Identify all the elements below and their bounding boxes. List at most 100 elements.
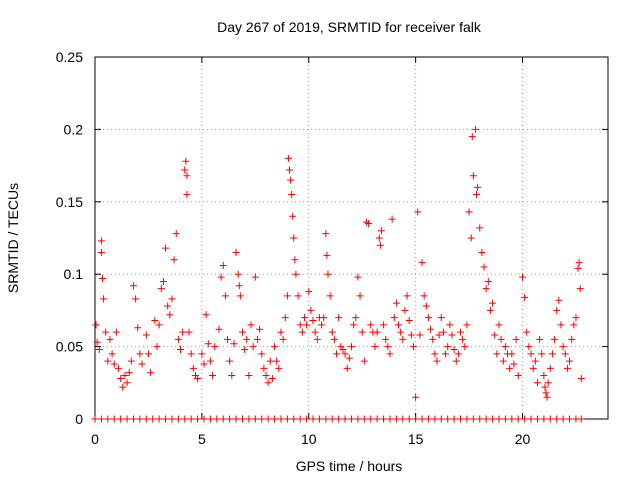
- data-point: [258, 415, 266, 423]
- data-point: [134, 324, 142, 332]
- data-point: [123, 415, 131, 423]
- data-point: [563, 364, 571, 372]
- data-point: [392, 415, 400, 423]
- data-point: [424, 314, 432, 322]
- data-point: [251, 273, 259, 281]
- data-point: [204, 340, 212, 348]
- data-point: [469, 172, 477, 180]
- data-point: [388, 215, 396, 223]
- data-point: [174, 335, 182, 343]
- data-point: [519, 273, 526, 281]
- data-point: [170, 256, 178, 264]
- data-point: [243, 335, 251, 343]
- data-point: [570, 321, 578, 329]
- data-point: [375, 234, 383, 242]
- data-point: [318, 321, 326, 329]
- data-point: [328, 415, 336, 423]
- data-point: [294, 292, 302, 300]
- data-point: [159, 277, 167, 285]
- data-point: [566, 357, 574, 365]
- y-axis-label: SRMTID / TECUs: [5, 183, 21, 293]
- data-point: [287, 176, 295, 184]
- data-point: [542, 389, 550, 397]
- data-point: [345, 354, 353, 362]
- data-point: [510, 360, 518, 368]
- data-point: [401, 306, 409, 314]
- data-point: [305, 288, 313, 296]
- data-point: [187, 415, 195, 423]
- data-point: [482, 415, 490, 423]
- data-point: [183, 172, 191, 180]
- data-point: [106, 335, 114, 343]
- data-point: [309, 415, 317, 423]
- data-point: [486, 306, 494, 314]
- axis-ticks: 0 0.05 0.1 0.15 0.2 0.25 0 5 10 15 20: [56, 49, 608, 447]
- data-point: [433, 357, 441, 365]
- data-point: [217, 273, 225, 281]
- data-point: [557, 321, 565, 329]
- data-point: [459, 335, 467, 343]
- data-point: [512, 335, 520, 343]
- data-point: [104, 357, 112, 365]
- data-point: [149, 415, 157, 423]
- data-point: [540, 415, 548, 423]
- data-point: [151, 317, 159, 325]
- data-point: [501, 415, 509, 423]
- data-point: [115, 364, 123, 372]
- data-point: [224, 335, 232, 343]
- data-point: [577, 374, 585, 382]
- data-point: [546, 415, 554, 423]
- data-point: [104, 415, 112, 423]
- data-point: [358, 328, 366, 336]
- data-point: [309, 317, 317, 325]
- data-point: [356, 292, 364, 300]
- data-point: [323, 251, 331, 259]
- data-point: [211, 343, 219, 351]
- data-point: [480, 263, 488, 271]
- data-point: [202, 311, 210, 319]
- data-point: [268, 374, 276, 382]
- data-point: [320, 314, 328, 322]
- data-point: [373, 415, 381, 423]
- data-point: [264, 379, 272, 387]
- data-point: [437, 314, 445, 322]
- data-point: [283, 415, 291, 423]
- data-point: [463, 321, 471, 329]
- data-point: [495, 321, 503, 329]
- x-tick-label: 15: [408, 431, 424, 447]
- y-tick-label: 0.2: [64, 121, 84, 137]
- data-point: [238, 328, 246, 336]
- data-point: [221, 292, 229, 300]
- data-point: [559, 415, 567, 423]
- data-point: [185, 328, 193, 336]
- data-point: [241, 345, 249, 353]
- x-tick-label: 0: [91, 431, 99, 447]
- x-tick-label: 10: [301, 431, 317, 447]
- data-point: [468, 133, 476, 141]
- data-point: [377, 227, 385, 235]
- data-point: [232, 415, 240, 423]
- data-point: [489, 299, 497, 307]
- data-point: [354, 415, 362, 423]
- data-point: [476, 224, 484, 232]
- data-point: [473, 191, 481, 199]
- x-tick-label: 5: [198, 431, 206, 447]
- data-point: [399, 415, 407, 423]
- data-point: [182, 157, 190, 165]
- data-point: [322, 230, 330, 238]
- data-point: [559, 343, 567, 351]
- data-point: [508, 415, 516, 423]
- data-point: [200, 360, 208, 368]
- data-point: [376, 241, 384, 249]
- data-point: [247, 321, 255, 329]
- data-point: [119, 383, 127, 391]
- data-point: [418, 415, 426, 423]
- data-point: [194, 415, 202, 423]
- data-point: [431, 350, 439, 358]
- data-point: [177, 345, 184, 353]
- data-point: [136, 415, 144, 423]
- data-point: [303, 415, 311, 423]
- data-point: [142, 415, 150, 423]
- data-point: [97, 415, 105, 423]
